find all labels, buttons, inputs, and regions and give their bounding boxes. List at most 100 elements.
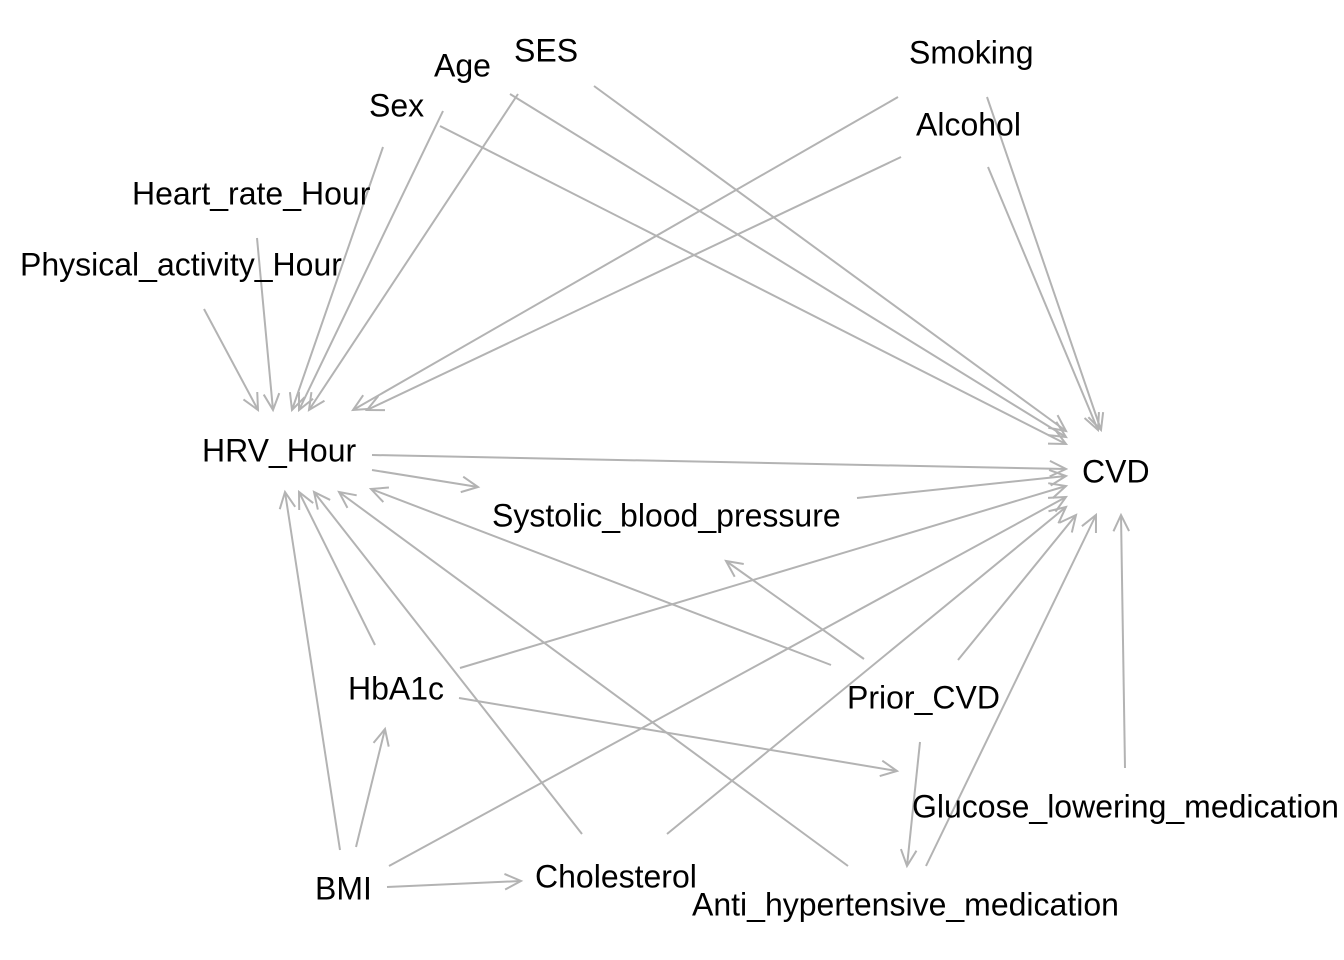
edge-hrv-hour-to-systolic-blood-pressure bbox=[371, 469, 481, 494]
node-cholesterol: Cholesterol bbox=[535, 858, 697, 894]
arrowhead-icon bbox=[368, 486, 390, 503]
arrowhead-icon bbox=[1047, 495, 1069, 513]
arrowhead-icon bbox=[1081, 512, 1098, 534]
arrowhead-icon bbox=[312, 490, 331, 510]
arrowhead-icon bbox=[278, 489, 297, 510]
edge-prior-cvd-to-systolic-blood-pressure bbox=[724, 559, 865, 660]
edge-hba1c-to-cvd bbox=[459, 482, 1069, 669]
edge-line bbox=[355, 728, 386, 848]
edge-line bbox=[725, 560, 865, 660]
edge-prior-cvd-to-anti-hypertensive-medication bbox=[899, 741, 921, 869]
edge-bmi-to-hrv-hour bbox=[278, 489, 341, 851]
edge-line bbox=[313, 491, 583, 835]
edge-sex-to-cvd bbox=[439, 125, 1069, 446]
arrowhead-icon bbox=[297, 489, 314, 511]
arrowhead-icon bbox=[879, 759, 900, 777]
arrowhead-icon bbox=[351, 394, 372, 412]
node-label-group: Age SES Sex Smoking Alcohol Heart_rate_H… bbox=[20, 32, 1339, 922]
arrowhead-icon bbox=[1048, 414, 1068, 433]
arrowhead-icon bbox=[1049, 459, 1069, 478]
edge-anti-hypertensive-medication-to-hrv-hour bbox=[337, 490, 849, 867]
arrowhead-icon bbox=[460, 475, 481, 494]
edge-line bbox=[856, 475, 1067, 499]
node-systolic-blood-pressure: Systolic_blood_pressure bbox=[492, 497, 841, 533]
arrowhead-icon bbox=[1047, 429, 1069, 446]
node-hba1c: HbA1c bbox=[348, 670, 444, 706]
edge-ses-to-cvd bbox=[593, 85, 1068, 433]
arrowhead-icon bbox=[1083, 411, 1100, 433]
edge-anti-hypertensive-medication-to-cvd bbox=[925, 512, 1098, 867]
arrowhead-icon bbox=[262, 392, 281, 413]
arrowhead-icon bbox=[504, 873, 524, 891]
edge-alcohol-to-cvd bbox=[987, 166, 1100, 433]
edge-line bbox=[371, 469, 479, 488]
edge-line bbox=[906, 741, 921, 867]
node-heart-rate-hour: Heart_rate_Hour bbox=[132, 175, 371, 211]
arrowhead-icon bbox=[372, 726, 390, 747]
arrowhead-icon bbox=[337, 490, 357, 509]
edge-prior-cvd-to-hrv-hour bbox=[368, 486, 832, 666]
arrowhead-icon bbox=[288, 392, 306, 413]
edge-age-to-hrv-hour bbox=[297, 110, 444, 413]
node-physical-activity-hour: Physical_activity_Hour bbox=[20, 246, 342, 282]
edge-line bbox=[284, 491, 341, 851]
edge-line bbox=[371, 454, 1067, 470]
node-bmi: BMI bbox=[315, 870, 372, 906]
edge-glucose-lowering-medication-to-cvd bbox=[1112, 512, 1130, 769]
edge-bmi-to-hba1c bbox=[355, 726, 390, 848]
edge-line bbox=[1120, 514, 1126, 769]
node-ses: SES bbox=[514, 32, 578, 68]
edge-line bbox=[509, 93, 1067, 438]
edge-line bbox=[957, 514, 1077, 661]
node-age: Age bbox=[434, 47, 491, 83]
edge-line bbox=[308, 93, 519, 411]
arrowhead-icon bbox=[364, 395, 386, 412]
edge-alcohol-to-hrv-hour bbox=[364, 156, 902, 412]
edge-line bbox=[987, 166, 1099, 431]
edge-prior-cvd-to-cvd bbox=[957, 513, 1078, 661]
arrowhead-icon bbox=[899, 848, 918, 869]
node-glucose-lowering-medication: Glucose_lowering_medication bbox=[912, 788, 1339, 824]
edge-line bbox=[256, 237, 274, 411]
edge-line bbox=[388, 496, 1067, 867]
edge-line bbox=[666, 506, 1067, 835]
edge-line bbox=[459, 485, 1067, 669]
arrowhead-icon bbox=[1048, 482, 1069, 499]
arrowhead-icon bbox=[1112, 512, 1130, 532]
edge-hrv-hour-to-cvd bbox=[371, 454, 1069, 478]
node-sex: Sex bbox=[369, 87, 424, 123]
edge-age-to-cvd bbox=[509, 93, 1068, 439]
edge-hba1c-to-hrv-hour bbox=[297, 489, 376, 646]
edge-bmi-to-cvd bbox=[388, 495, 1069, 867]
edge-smoking-to-cvd bbox=[986, 96, 1105, 433]
edge-hba1c-to-glucose-lowering-medication bbox=[458, 697, 900, 777]
edge-line bbox=[352, 96, 899, 411]
node-smoking: Smoking bbox=[909, 34, 1034, 70]
edge-smoking-to-hrv-hour bbox=[351, 96, 899, 412]
edge-line bbox=[366, 156, 902, 411]
edge-sex-to-hrv-hour bbox=[288, 146, 384, 413]
edge-line bbox=[593, 85, 1067, 432]
edge-line bbox=[291, 146, 384, 411]
arrowhead-icon bbox=[307, 392, 325, 412]
edge-line bbox=[925, 514, 1097, 867]
arrowhead-icon bbox=[1059, 513, 1078, 533]
node-cvd: CVD bbox=[1082, 453, 1150, 489]
edge-cholesterol-to-cvd bbox=[666, 505, 1068, 835]
edge-group bbox=[203, 85, 1130, 891]
edge-cholesterol-to-hrv-hour bbox=[312, 490, 583, 835]
edge-line bbox=[338, 491, 849, 867]
edge-line bbox=[458, 697, 898, 772]
node-prior-cvd: Prior_CVD bbox=[847, 679, 1000, 715]
arrowhead-icon bbox=[1048, 468, 1069, 487]
edge-line bbox=[370, 488, 832, 666]
arrowhead-icon bbox=[1087, 412, 1105, 433]
edge-line bbox=[386, 880, 522, 888]
node-anti-hypertensive-medication: Anti_hypertensive_medication bbox=[692, 886, 1119, 922]
arrowhead-icon bbox=[297, 391, 314, 413]
edge-physical-activity-hour-to-hrv-hour bbox=[203, 308, 260, 413]
edge-line bbox=[986, 96, 1102, 431]
edge-line bbox=[298, 110, 444, 411]
